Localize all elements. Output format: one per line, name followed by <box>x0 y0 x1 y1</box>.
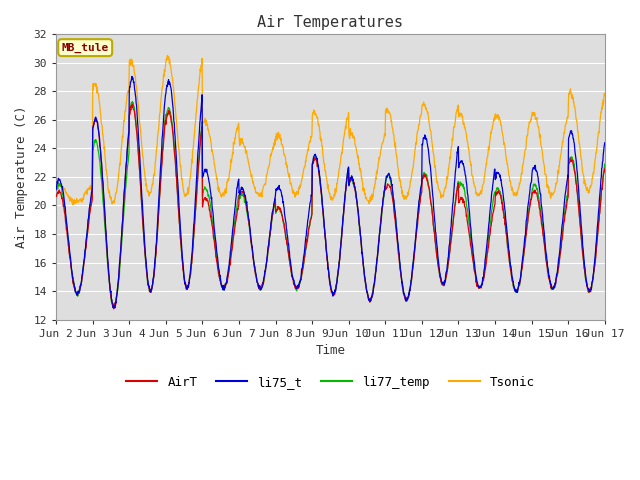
Text: MB_tule: MB_tule <box>61 43 109 53</box>
Title: Air Temperatures: Air Temperatures <box>257 15 403 30</box>
Legend: AirT, li75_t, li77_temp, Tsonic: AirT, li75_t, li77_temp, Tsonic <box>121 371 540 394</box>
Y-axis label: Air Temperature (C): Air Temperature (C) <box>15 106 28 248</box>
X-axis label: Time: Time <box>316 344 346 357</box>
